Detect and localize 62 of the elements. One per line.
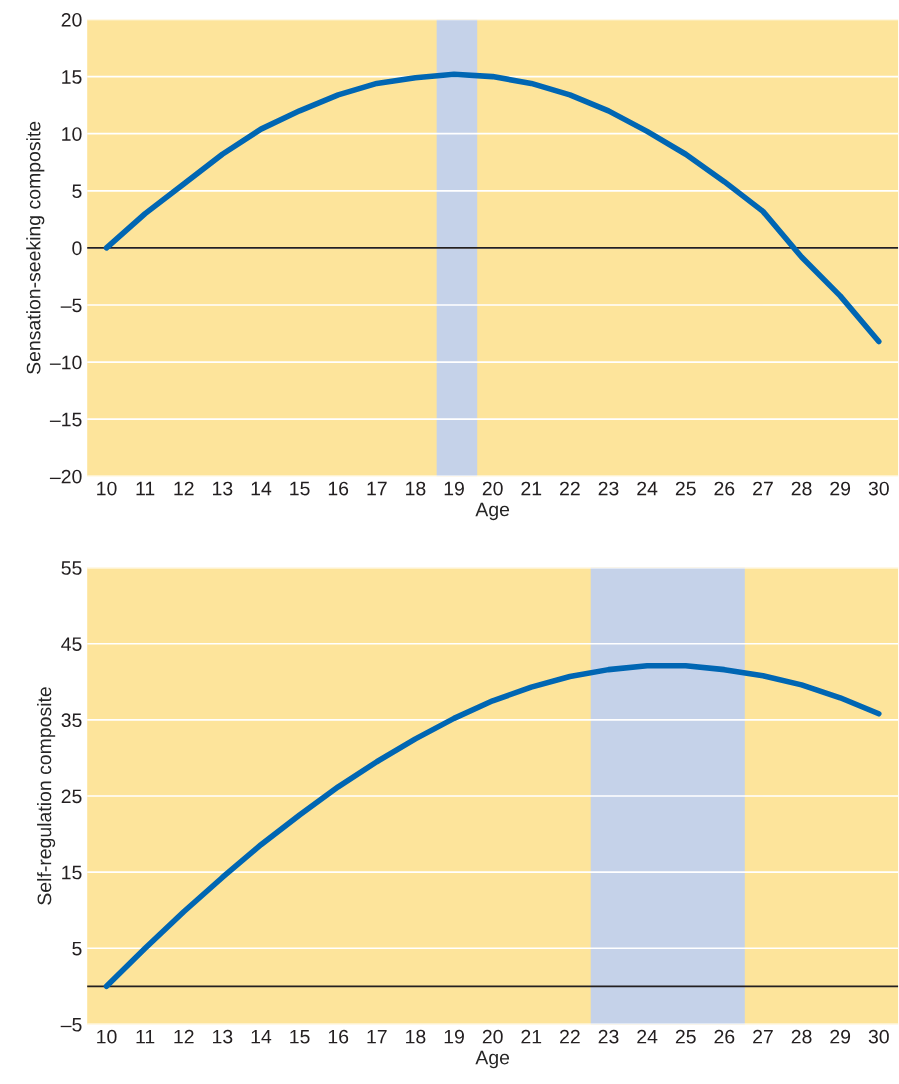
x-tick-label: 23 — [598, 1029, 619, 1044]
x-tick-label: 28 — [791, 481, 812, 496]
y-tick-label: 5 — [72, 184, 82, 199]
x-tick-label: 19 — [444, 481, 464, 496]
x-tick-label: 15 — [290, 1029, 310, 1044]
x-axis-title: Age — [475, 502, 510, 521]
x-tick-label: 17 — [367, 1029, 387, 1044]
x-tick-label: 26 — [714, 481, 735, 496]
y-tick-label: –15 — [49, 412, 82, 427]
x-tick-label: 27 — [753, 1029, 773, 1044]
x-tick-label: 24 — [637, 1029, 658, 1044]
x-tick-label: 29 — [830, 481, 851, 496]
y-tick-label: 10 — [62, 127, 82, 141]
x-tick-label: 27 — [753, 481, 773, 496]
x-tick-label: 12 — [174, 1029, 194, 1044]
x-tick-label: 26 — [714, 1029, 735, 1044]
x-tick-label: 21 — [521, 1029, 542, 1044]
x-axis-title: Age — [475, 1050, 510, 1069]
x-tick-label: 17 — [367, 481, 387, 496]
x-tick-label: 14 — [251, 481, 272, 496]
x-tick-label: 23 — [598, 481, 619, 496]
y-tick-label: –20 — [49, 469, 82, 484]
y-tick-label: 45 — [61, 637, 82, 651]
y-tick-label: 35 — [61, 713, 82, 728]
x-tick-label: 30 — [868, 481, 889, 496]
x-tick-label: 18 — [406, 481, 426, 496]
y-tick-label: 5 — [72, 941, 82, 956]
x-tick-label: 24 — [637, 481, 658, 496]
x-tick-label: 12 — [174, 481, 194, 496]
x-tick-label: 11 — [136, 481, 155, 496]
x-tick-label: 22 — [560, 481, 580, 496]
y-tick-label: 25 — [61, 789, 82, 804]
x-tick-label: 29 — [830, 1029, 851, 1044]
x-tick-label: 13 — [213, 1029, 233, 1044]
x-tick-label: 30 — [868, 1029, 889, 1044]
x-tick-label: 11 — [136, 1029, 155, 1044]
y-axis-title: Self-regulation composite — [37, 687, 56, 905]
y-tick-label: 20 — [61, 12, 82, 27]
x-tick-label: 10 — [97, 1029, 117, 1044]
x-tick-label: 21 — [521, 481, 542, 496]
x-tick-label: 16 — [328, 481, 349, 496]
x-tick-label: 25 — [675, 481, 696, 496]
y-tick-label: –5 — [60, 298, 82, 313]
x-tick-label: 15 — [290, 481, 310, 496]
y-tick-label: 15 — [62, 865, 82, 880]
y-axis-title: Sensation-seeking composite — [26, 121, 45, 374]
y-tick-label: –10 — [49, 355, 82, 370]
x-tick-label: 14 — [251, 1029, 272, 1044]
y-tick-label: 55 — [61, 561, 82, 575]
y-tick-label: 15 — [62, 70, 82, 84]
x-tick-label: 28 — [791, 1029, 812, 1044]
x-tick-label: 25 — [675, 1029, 696, 1044]
y-tick-label: –5 — [60, 1018, 82, 1032]
x-tick-label: 16 — [328, 1029, 349, 1044]
x-tick-label: 18 — [406, 1029, 426, 1044]
x-tick-label: 20 — [482, 1029, 503, 1044]
x-tick-label: 13 — [213, 481, 233, 496]
x-tick-label: 10 — [97, 481, 117, 496]
x-tick-label: 22 — [560, 1029, 580, 1044]
x-tick-label: 19 — [444, 1029, 464, 1044]
x-tick-label: 20 — [482, 481, 503, 496]
y-tick-label: 0 — [72, 241, 82, 256]
